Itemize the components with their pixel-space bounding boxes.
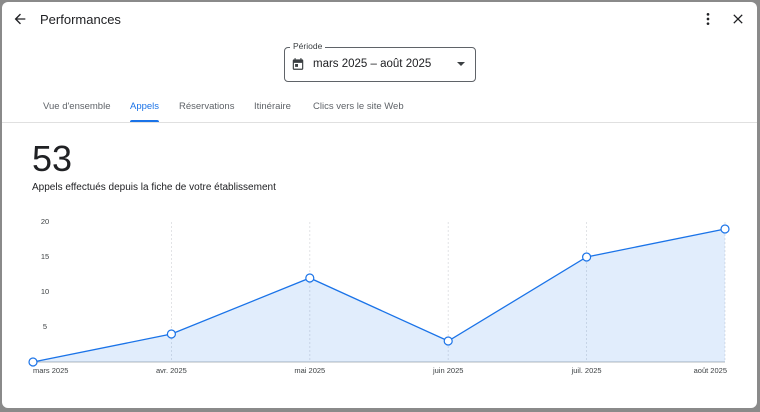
point [720,224,730,234]
area [33,229,725,362]
back-button[interactable] [12,11,28,27]
line [32,228,726,363]
total-count: 53 [32,138,73,179]
period-value: mars 2025 – août 2025 [313,58,432,70]
point [305,273,315,283]
tab[interactable]: Vue d'ensemble [43,101,111,112]
close-button[interactable] [730,11,746,27]
tab[interactable]: Réservations [179,101,235,112]
total-caption: Appels effectués depuis la fiche de votr… [32,182,276,193]
x-tick-label: mars 2025 [33,366,68,375]
y-tick-label: 15 [41,252,49,261]
point [443,336,453,346]
x-tick-label: août 2025 [694,366,727,375]
chart: 5 10 15 20 mars 2025 avr. 2025 mai 2025 juin 20… [28,217,730,375]
point [166,329,176,339]
tab[interactable]: Appels [130,101,160,112]
divider [2,122,757,123]
x-tick-label: avr. 2025 [156,366,187,375]
x-tick-label: mai 2025 [294,366,325,375]
tab[interactable]: Clics vers le site Web [313,101,404,112]
x-tick-label: juil. 2025 [571,366,602,375]
dropdown-arrow [457,62,465,66]
point [581,252,592,262]
period-label: Période [290,41,326,51]
x-tick-label: juin 2025 [432,366,463,375]
active-tab-indicator [130,120,159,122]
y-tick-label: 5 [43,322,47,331]
point [28,357,38,367]
dialog-title: Performances [40,12,121,27]
more-button[interactable] [700,11,716,27]
period-dropdown[interactable]: mars 2025 – août 2025 [284,47,476,82]
tab[interactable]: Itinéraire [254,101,291,112]
y-tick-label: 20 [41,217,49,226]
dialog: Performances mars 2025 – août 2025 Pério… [2,2,757,408]
calendar-icon [292,58,304,70]
y-tick-label: 10 [41,287,49,296]
